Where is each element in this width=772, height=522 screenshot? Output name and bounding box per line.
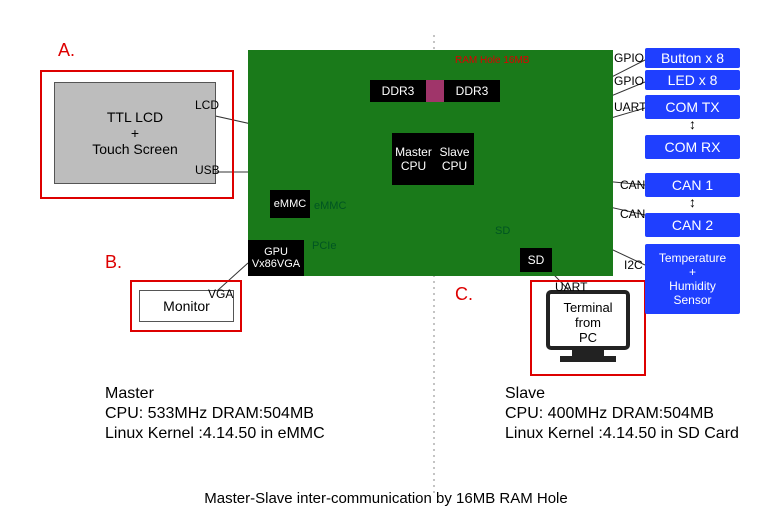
button-periph: Button x 8 xyxy=(645,48,740,68)
terminal-label: Terminal from PC xyxy=(532,300,644,345)
section-c-label: C. xyxy=(455,284,473,305)
com-arrows: ↕ xyxy=(645,120,740,128)
vga-bus-label: VGA xyxy=(208,287,233,301)
sd-chip: SD xyxy=(520,248,552,272)
can2-bus-label: CAN xyxy=(620,207,645,221)
comrx-periph: COM RX xyxy=(645,135,740,159)
slave-cpu-chip: Slave CPU xyxy=(435,133,474,185)
emmc-bus-label: eMMC xyxy=(314,200,346,212)
gpu-chip: GPU Vx86VGA xyxy=(248,240,304,276)
master-line1: CPU: 533MHz DRAM:504MB xyxy=(105,405,314,423)
footer-text: Master-Slave inter-communication by 16MB… xyxy=(0,490,772,507)
sd-bus-label: SD xyxy=(495,225,510,237)
master-title: Master xyxy=(105,385,154,403)
can1-bus-label: CAN xyxy=(620,178,645,192)
master-cpu-chip: Master CPU xyxy=(392,133,435,185)
emmc-chip: eMMC xyxy=(270,190,310,218)
section-c-box: Terminal from PC xyxy=(530,280,646,376)
slave-line2: Linux Kernel :4.14.50 in SD Card xyxy=(505,425,739,443)
i2c-bus-label: I2C xyxy=(624,258,643,272)
section-a-label: A. xyxy=(58,40,75,61)
uart-r-bus-label: UART xyxy=(614,100,646,114)
ttl-lcd-screen: TTL LCD + Touch Screen xyxy=(54,82,216,184)
can2-periph: CAN 2 xyxy=(645,213,740,237)
master-line2: Linux Kernel :4.14.50 in eMMC xyxy=(105,425,325,443)
section-b-label: B. xyxy=(105,252,122,273)
section-a-box: TTL LCD + Touch Screen xyxy=(40,70,234,199)
uart-c-bus-label: UART xyxy=(555,280,587,294)
slave-title: Slave xyxy=(505,385,545,403)
usb-bus-label: USB xyxy=(195,163,220,177)
led-periph: LED x 8 xyxy=(645,70,740,90)
can-arrows: ↕ xyxy=(645,198,740,206)
temp-periph: Temperature + Humidity Sensor xyxy=(645,244,740,314)
ram-hole-label: RAM Hole 16MB xyxy=(455,55,529,66)
ddr3-right-chip: DDR3 xyxy=(444,80,500,102)
gpio2-bus-label: GPIO xyxy=(614,74,644,88)
pcie-bus-label: PCIe xyxy=(312,240,336,252)
ram-hole-marker xyxy=(426,80,444,102)
slave-line1: CPU: 400MHz DRAM:504MB xyxy=(505,405,714,423)
gpio1-bus-label: GPIO xyxy=(614,51,644,65)
lcd-bus-label: LCD xyxy=(195,98,219,112)
ddr3-left-chip: DDR3 xyxy=(370,80,426,102)
